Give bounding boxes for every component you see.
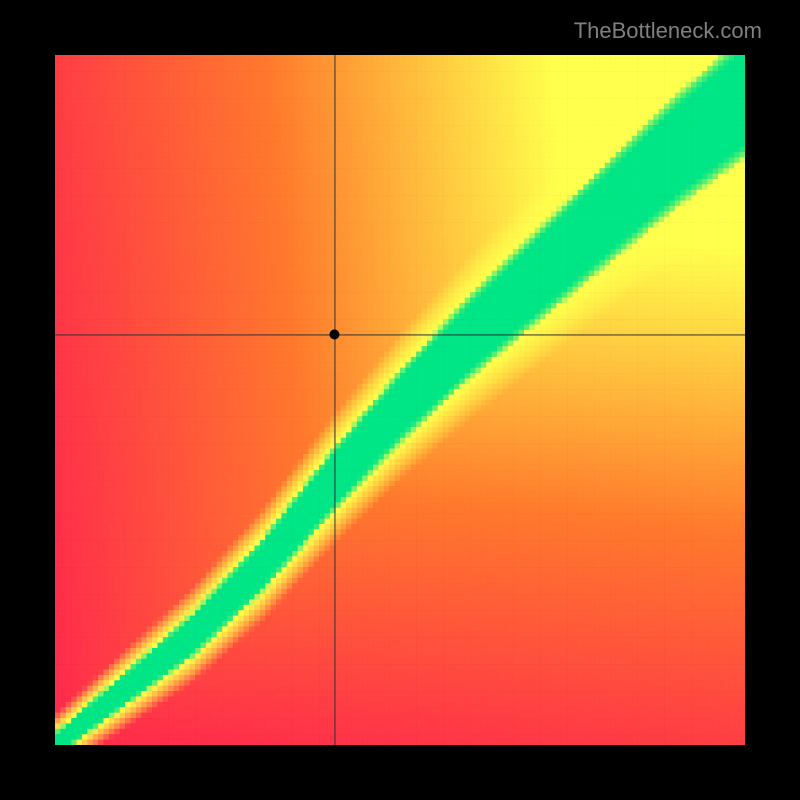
chart-container: { "chart": { "type": "heatmap", "source_… bbox=[0, 0, 800, 800]
watermark-text: TheBottleneck.com bbox=[574, 18, 762, 44]
heatmap-plot bbox=[55, 55, 745, 745]
heatmap-canvas bbox=[55, 55, 745, 745]
